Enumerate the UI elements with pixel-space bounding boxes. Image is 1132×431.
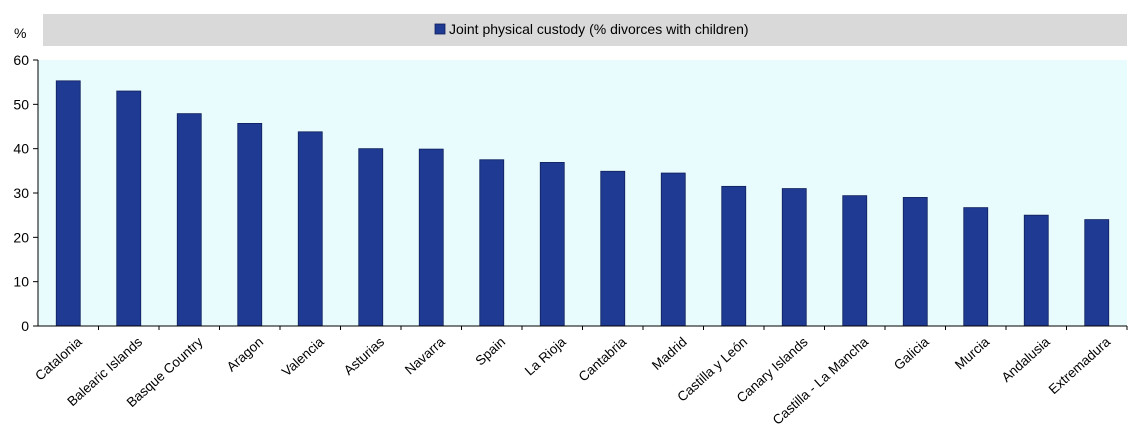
x-category-label: Extremadura	[1046, 334, 1114, 397]
bar-aragon	[237, 122, 263, 327]
bar-catalonia	[55, 80, 81, 327]
x-category-label: Aragon	[224, 334, 266, 374]
bars	[55, 80, 1110, 327]
bar-galicia	[902, 197, 928, 327]
x-category-label: Asturias	[341, 334, 387, 378]
bar-navarra	[418, 148, 444, 327]
y-axis-unit-label: %	[14, 25, 26, 41]
x-category-label: Spain	[472, 334, 508, 368]
x-category-label: La Rioja	[522, 334, 569, 379]
x-category-label: Cantabria	[576, 334, 630, 385]
bar-cantabria	[600, 170, 626, 327]
x-category-label: Catalonia	[32, 334, 85, 384]
x-category-label: Valencia	[279, 334, 327, 379]
legend-band	[43, 14, 1127, 46]
bar-valencia	[297, 131, 323, 327]
bar-canary-islands	[781, 188, 807, 327]
y-tick-label: 0	[21, 318, 29, 334]
y-tick-label: 40	[13, 141, 29, 157]
bar-basque-country	[176, 113, 202, 327]
y-tick-label: 50	[13, 96, 29, 112]
x-category-label: Navarra	[402, 334, 448, 378]
y-tick-label: 60	[13, 52, 29, 68]
legend-swatch	[434, 23, 446, 35]
y-tick-label: 10	[13, 274, 29, 290]
bar-castilla-y-le-n	[721, 185, 747, 327]
x-category-label: Andalusia	[999, 334, 1053, 385]
bar-madrid	[660, 172, 686, 327]
y-tick-label: 20	[13, 229, 29, 245]
bar-andalusia	[1023, 214, 1049, 327]
bar-spain	[479, 159, 505, 327]
x-category-label: Madrid	[649, 334, 690, 373]
bar-castilla-la-mancha	[842, 195, 868, 327]
bar-murcia	[963, 207, 989, 327]
y-axis: 0 10 20 30 40 50 60	[13, 52, 38, 334]
y-tick-label: 30	[13, 185, 29, 201]
plot-area	[38, 60, 1127, 326]
bar-la-rioja	[539, 162, 565, 327]
legend-label: Joint physical custody (% divorces with …	[449, 21, 749, 37]
bar-asturias	[358, 148, 384, 327]
x-category-label: Murcia	[952, 334, 993, 373]
bar-extremadura	[1084, 219, 1110, 327]
bar-balearic-islands	[116, 90, 142, 327]
legend: Joint physical custody (% divorces with …	[434, 21, 749, 37]
x-category-label: Galicia	[891, 334, 932, 373]
